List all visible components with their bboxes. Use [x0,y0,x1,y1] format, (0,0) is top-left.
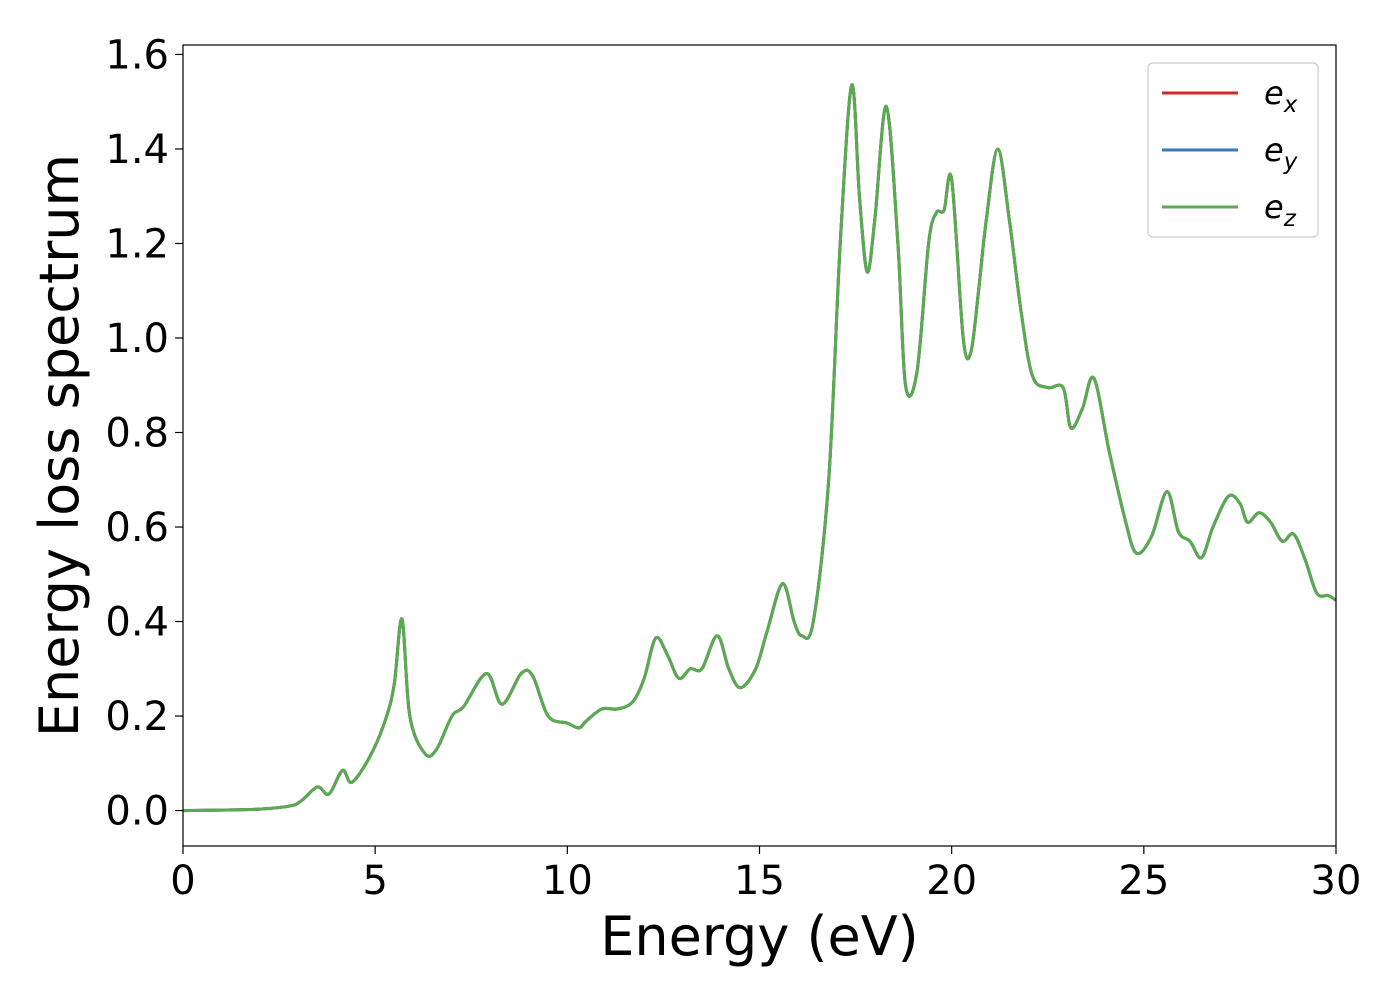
y-tick-label: 1.2 [105,221,169,267]
x-tick-label: 5 [362,858,387,904]
x-axis: 0 5 10 15 20 25 30 [170,846,1361,904]
y-tick-label: 0.4 [105,600,169,646]
y-tick-label: 1.4 [105,127,169,173]
y-axis: 0.0 0.2 0.4 0.6 0.8 1.0 1.2 1.4 1.6 [105,32,183,835]
y-tick-label: 1.6 [105,32,169,78]
x-tick-label: 10 [542,858,593,904]
x-tick-label: 0 [170,858,195,904]
y-tick-label: 0.0 [105,789,169,835]
legend-label-z: ez [1264,188,1297,232]
y-tick-label: 1.0 [105,316,169,362]
y-tick-label: 0.8 [105,411,169,457]
x-tick-label: 20 [926,858,977,904]
legend-label-y: ey [1264,131,1298,175]
y-tick-label: 0.6 [105,505,169,551]
y-tick-label: 0.2 [105,694,169,740]
x-axis-title: Energy (eV) [600,905,919,968]
series-layer [183,83,1336,813]
legend-label-x: ex [1264,74,1298,118]
x-tick-label: 15 [734,858,785,904]
legend: ex ey ez [1147,62,1319,238]
x-tick-label: 30 [1311,858,1362,904]
y-axis-title: Energy loss spectrum [28,154,91,737]
x-tick-label: 25 [1118,858,1169,904]
series-line-z [183,83,1336,813]
